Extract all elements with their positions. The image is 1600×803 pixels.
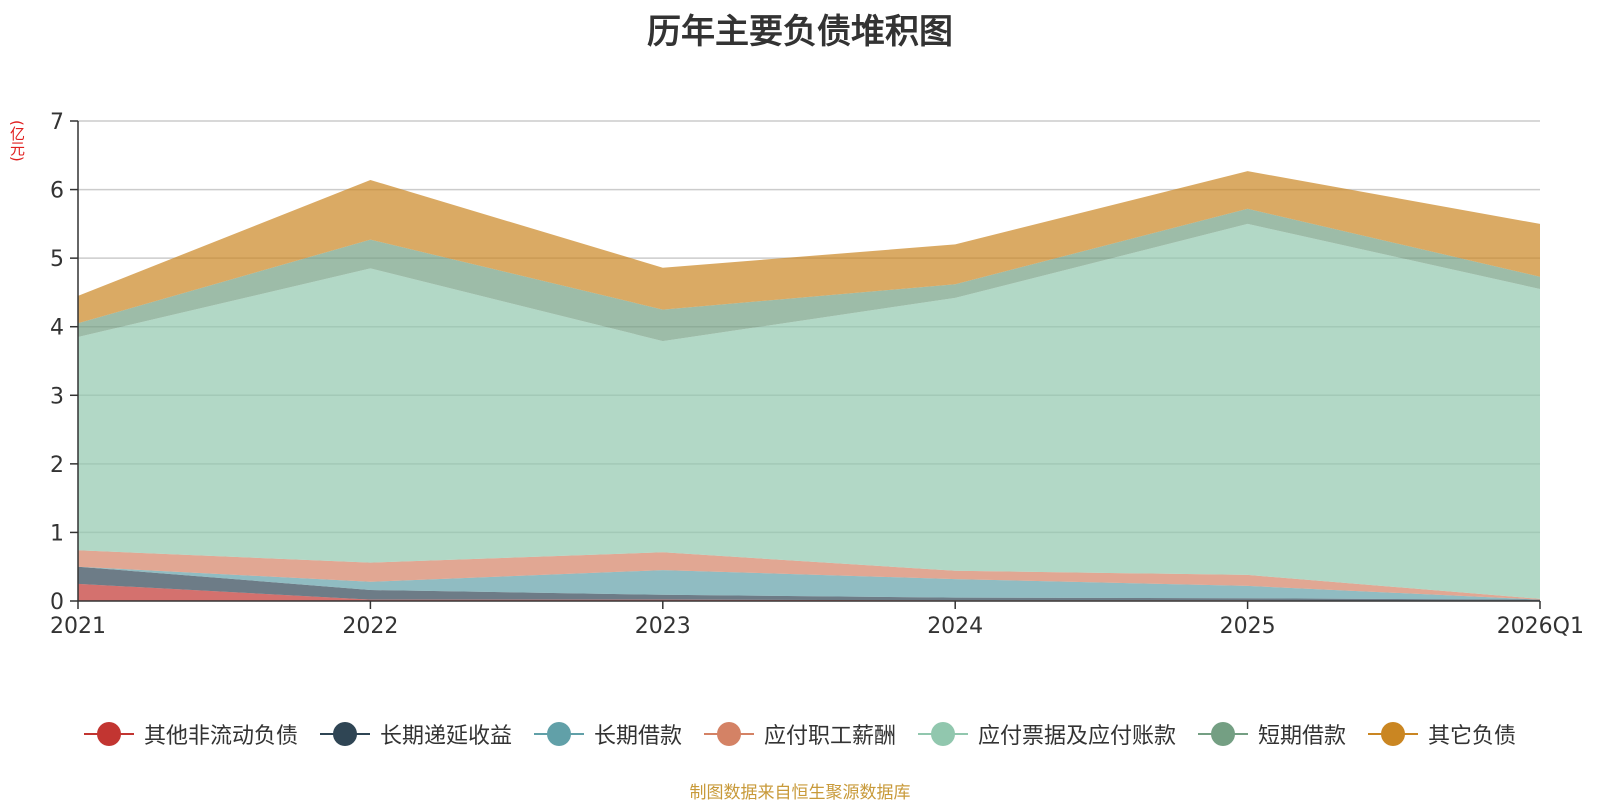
y-tick-label: 1 [50, 521, 64, 546]
y-axis-unit-label: (亿元) [8, 120, 26, 162]
x-tick-label: 2024 [927, 614, 983, 639]
y-tick-label: 6 [50, 179, 64, 204]
legend-marker-icon [1198, 722, 1249, 746]
legend-label: 长期借款 [593, 724, 682, 749]
x-tick-label: 2021 [50, 614, 106, 639]
legend-label: 应付票据及应付账款 [978, 724, 1177, 749]
area-series-0 [78, 583, 1540, 601]
area-series-5 [78, 208, 1540, 342]
legend-item[interactable]: 长期借款 [533, 718, 682, 750]
y-tick-label: 4 [50, 316, 64, 341]
legend: 其他非流动负债 长期递延收益 长期借款 应付职工薪酬 应付票据及应付账款 短期借款 其它负债 [0, 718, 1600, 750]
x-tick-label: 2023 [635, 614, 691, 639]
x-tick-label: 2022 [342, 614, 398, 639]
y-tick-label: 5 [50, 247, 64, 272]
y-tick-label: 7 [50, 110, 64, 135]
legend-item[interactable]: 应付票据及应付账款 [918, 718, 1176, 750]
chart-title: 历年主要负债堆积图 [647, 12, 953, 52]
legend-marker-icon [703, 722, 754, 746]
x-tick-label: 2025 [1220, 614, 1276, 639]
legend-marker-icon [319, 722, 370, 746]
legend-item[interactable]: 长期递延收益 [319, 718, 512, 750]
area-series-3 [78, 550, 1540, 600]
area-series-6 [78, 171, 1540, 324]
area-series-2 [78, 566, 1540, 600]
legend-marker-icon [918, 722, 968, 746]
stacked-area-chart: 0 1 2 3 4 5 6 7 2021 2022 2023 2024 2025 2026Q1 [50, 110, 1584, 639]
legend-marker-icon [83, 722, 134, 746]
area-series [78, 171, 1540, 601]
legend-marker-icon [533, 722, 584, 746]
area-series-4 [78, 223, 1540, 599]
y-tick-labels: 0 1 2 3 4 5 6 7 [50, 110, 64, 615]
legend-label: 应付职工薪酬 [763, 724, 896, 749]
legend-label: 其他非流动负债 [143, 724, 298, 749]
y-tick-label: 0 [50, 590, 64, 615]
legend-marker-icon [1368, 722, 1419, 746]
legend-item[interactable]: 短期借款 [1198, 718, 1346, 750]
y-tick-label: 3 [50, 384, 64, 409]
data-source-note: 制图数据来自恒生聚源数据库 [689, 783, 911, 803]
y-tick-label: 2 [50, 453, 64, 478]
legend-label: 长期递延收益 [379, 724, 512, 749]
legend-label: 其它负债 [1428, 724, 1517, 749]
legend-item[interactable]: 其它负债 [1368, 718, 1516, 750]
legend-label: 短期借款 [1258, 724, 1347, 749]
area-series-1 [78, 566, 1540, 601]
x-tick-labels: 2021 2022 2023 2024 2025 2026Q1 [50, 614, 1584, 639]
x-tick-label: 2026Q1 [1497, 614, 1584, 639]
legend-item[interactable]: 应付职工薪酬 [703, 718, 896, 750]
axes [77, 121, 1541, 609]
legend-item[interactable]: 其他非流动负债 [83, 718, 298, 750]
